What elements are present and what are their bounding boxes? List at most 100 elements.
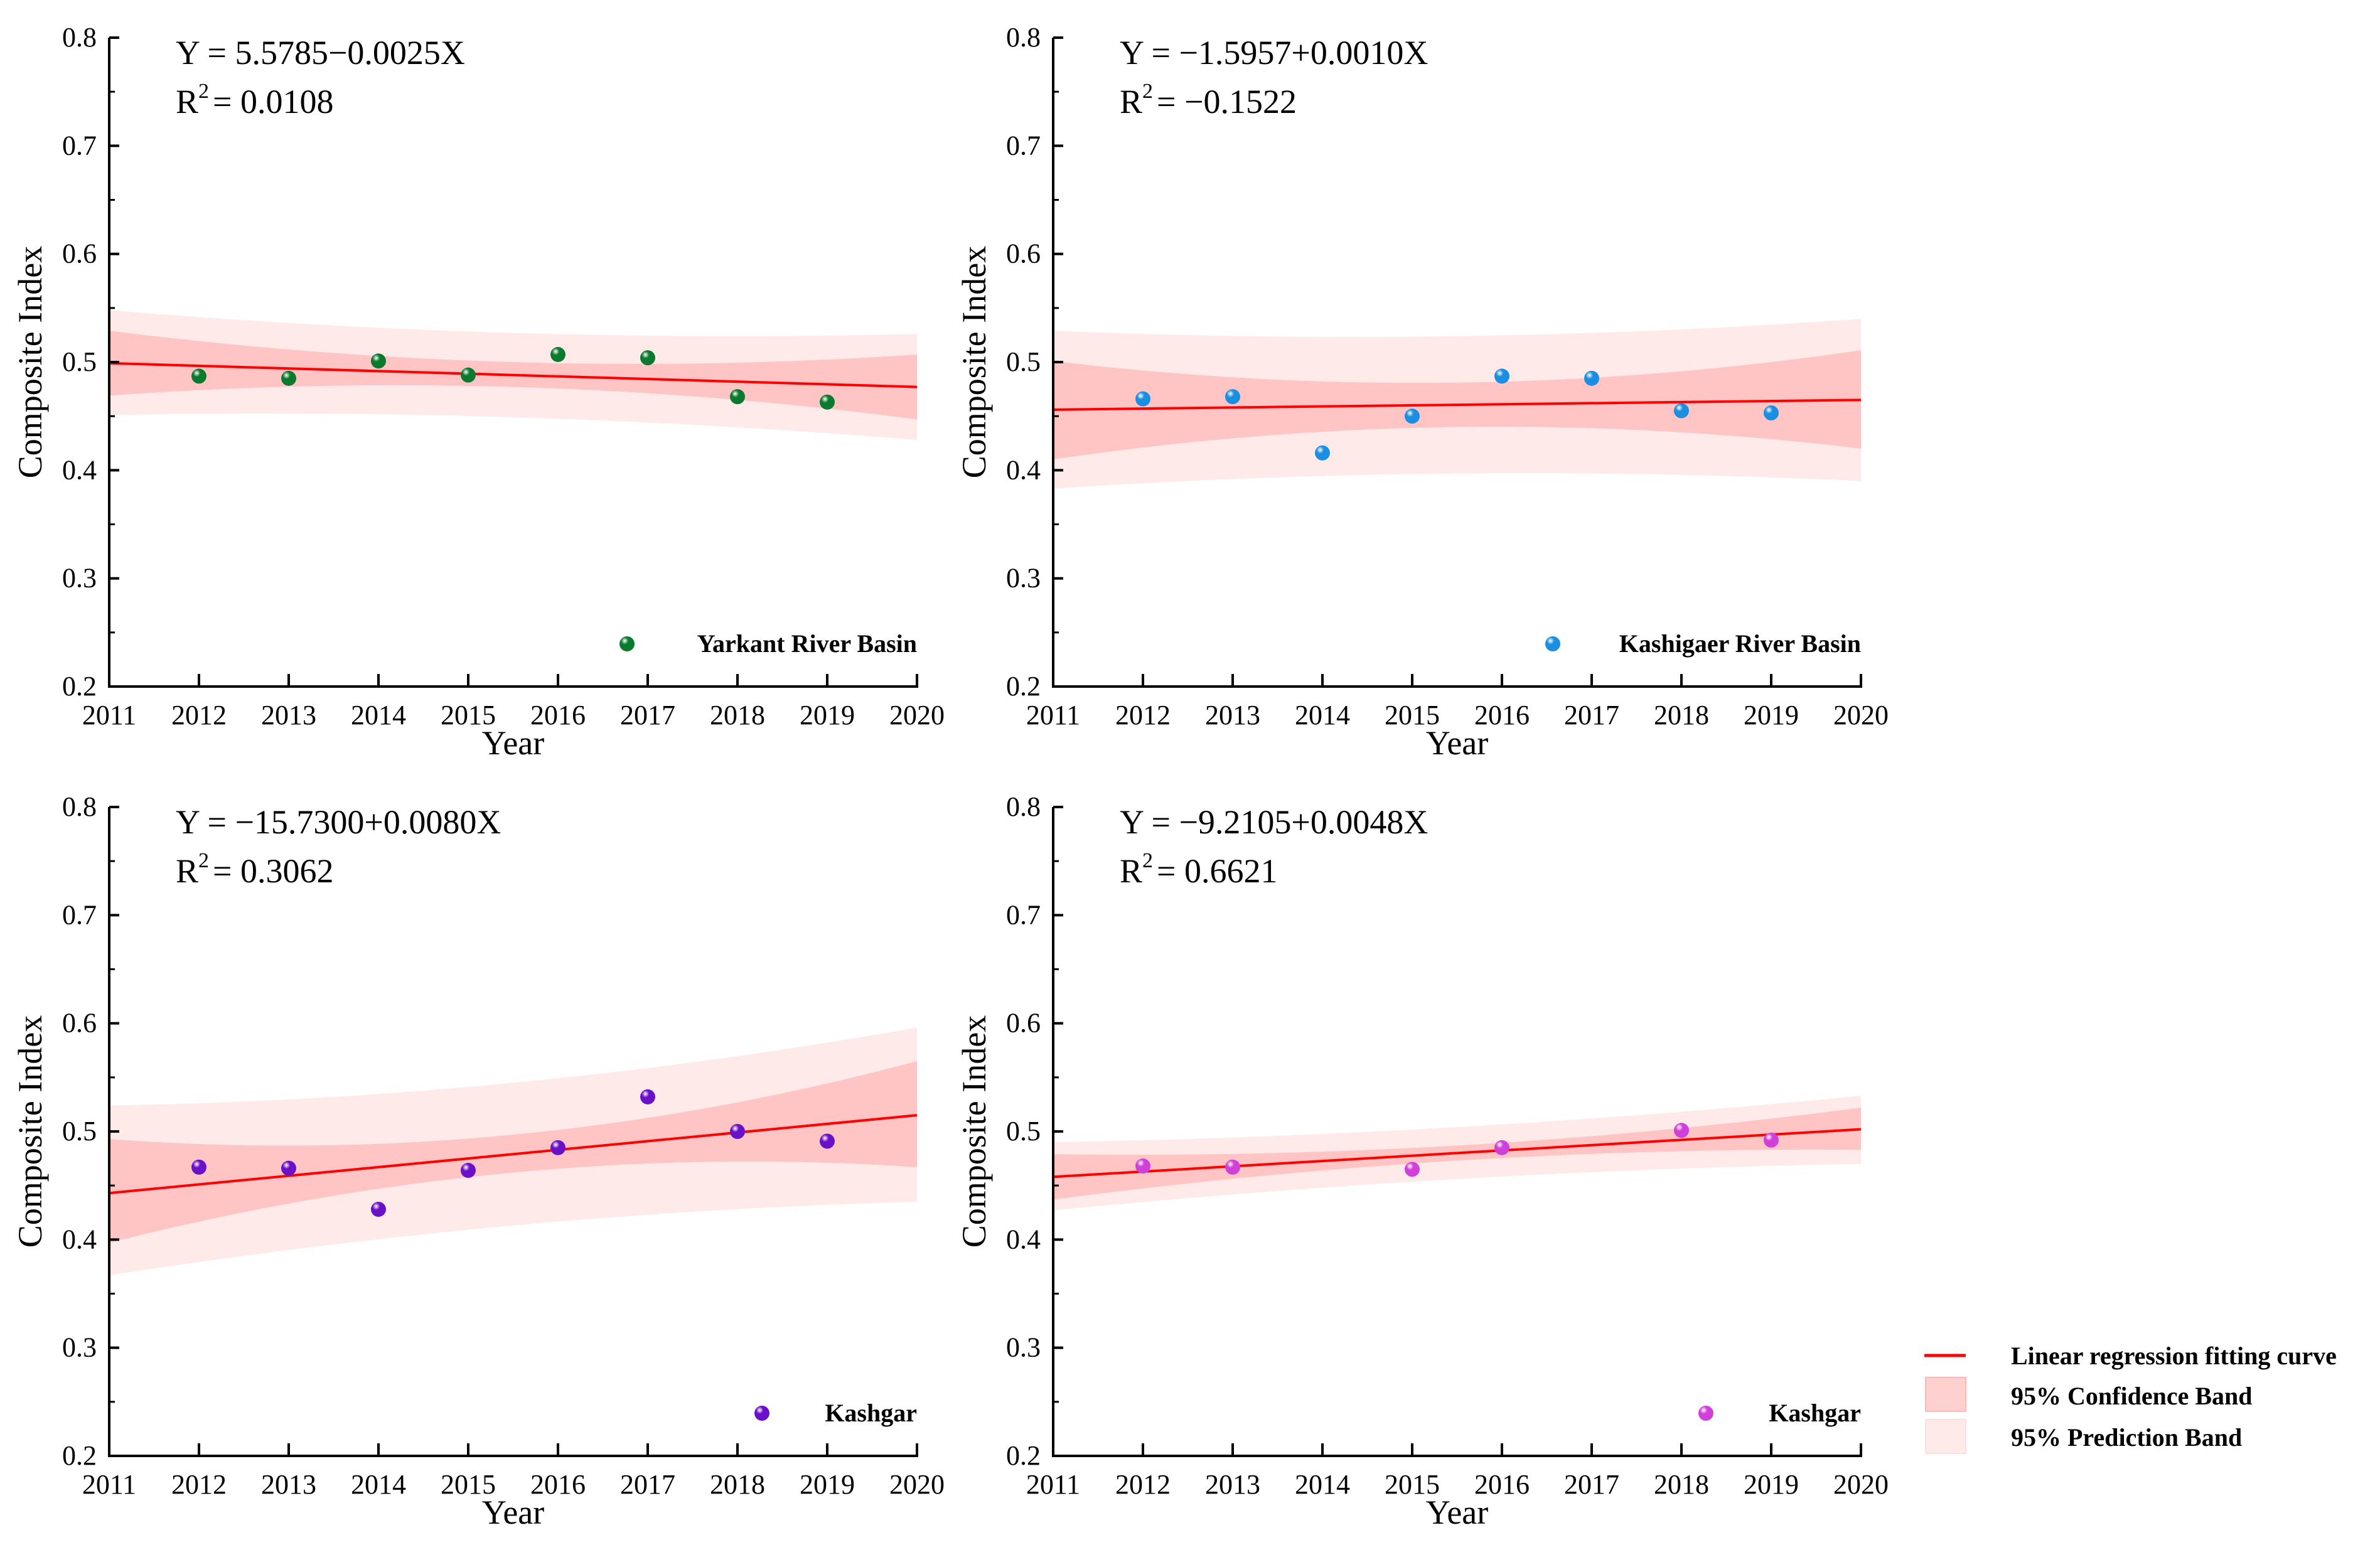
- x-axis-title: Year: [1426, 1494, 1489, 1531]
- regression-equation: Y = −15.7300+0.0080X: [176, 803, 501, 841]
- data-point: [1764, 1132, 1779, 1148]
- y-tick-label: 0.2: [1006, 1440, 1041, 1471]
- y-tick-label: 0.3: [1006, 563, 1041, 594]
- y-tick-label: 0.4: [1006, 454, 1041, 485]
- data-point: [640, 1089, 655, 1104]
- y-tick-label: 0.4: [62, 454, 97, 485]
- x-tick-label: 2015: [441, 700, 496, 730]
- regression-equation: Y = −1.5957+0.0010X: [1120, 34, 1428, 72]
- data-point: [1584, 370, 1599, 386]
- data-point: [820, 1133, 835, 1149]
- regression-equation: Y = 5.5785−0.0025X: [176, 34, 465, 72]
- x-tick-label: 2017: [1564, 700, 1619, 730]
- r-squared-superscript: 2: [1142, 849, 1153, 872]
- data-point: [281, 370, 296, 386]
- x-tick-label: 2015: [1385, 700, 1440, 730]
- y-tick-label: 0.5: [62, 346, 97, 377]
- r-squared: R2 = −0.1522: [1120, 80, 1297, 120]
- y-tick-label: 0.4: [62, 1224, 97, 1254]
- x-tick-label: 2013: [261, 700, 316, 730]
- data-point: [1494, 368, 1509, 384]
- r-squared-value: = 0.0108: [213, 83, 333, 120]
- series-legend-label: Kashgar: [1769, 1399, 1861, 1427]
- x-tick-label: 2016: [530, 1469, 586, 1500]
- x-tick-label: 2014: [351, 1469, 406, 1500]
- data-point: [371, 353, 386, 369]
- data-point: [371, 1202, 386, 1217]
- y-tick-label: 0.3: [62, 1332, 97, 1363]
- data-point: [191, 1159, 206, 1175]
- series-legend-marker: [1698, 1406, 1713, 1421]
- y-tick-label: 0.2: [1006, 671, 1041, 702]
- x-axis-title: Year: [482, 724, 545, 762]
- x-axis-title: Year: [482, 1494, 545, 1531]
- x-tick-label: 2019: [800, 1469, 855, 1500]
- legend-pred-swatch: [1925, 1419, 1966, 1454]
- data-point: [461, 1163, 476, 1179]
- data-point: [281, 1160, 296, 1176]
- regression-line: [1053, 1128, 1862, 1179]
- y-axis-title: Composite Index: [955, 246, 993, 478]
- y-tick-label: 0.4: [1006, 1224, 1041, 1254]
- x-tick-label: 2014: [351, 700, 406, 730]
- data-point: [1405, 409, 1420, 424]
- r-squared-prefix: R: [1120, 83, 1142, 120]
- y-tick-label: 0.7: [1006, 899, 1041, 930]
- x-axis-title: Year: [1426, 724, 1489, 762]
- confidence-band: [109, 1061, 917, 1243]
- r-squared-value: = 0.3062: [213, 852, 333, 890]
- x-tick-label: 2020: [1833, 700, 1889, 730]
- y-axis-title: Composite Index: [955, 1015, 993, 1248]
- data-point: [1674, 1123, 1689, 1138]
- legend-line-label: Linear regression fitting curve: [2011, 1342, 2337, 1370]
- x-tick-label: 2018: [710, 700, 765, 730]
- data-point: [461, 367, 476, 383]
- r-squared: R2 = 0.6621: [1120, 849, 1278, 890]
- y-tick-label: 0.2: [62, 1440, 97, 1471]
- y-tick-label: 0.7: [62, 899, 97, 930]
- y-tick-label: 0.6: [62, 1008, 97, 1039]
- y-axis-title: Composite Index: [11, 1015, 49, 1248]
- data-point: [1315, 445, 1330, 461]
- y-tick-label: 0.6: [62, 238, 97, 269]
- r-squared-prefix: R: [1120, 852, 1142, 890]
- x-tick-label: 2011: [82, 1469, 136, 1500]
- data-point: [820, 394, 835, 410]
- x-tick-label: 2019: [800, 700, 855, 730]
- x-tick-label: 2013: [1205, 1469, 1260, 1500]
- y-tick-label: 0.6: [1006, 1008, 1041, 1039]
- x-tick-label: 2015: [441, 1469, 496, 1500]
- x-tick-label: 2013: [261, 1469, 316, 1500]
- r-squared-superscript: 2: [1142, 80, 1153, 103]
- regression-line: [109, 1114, 918, 1195]
- x-tick-label: 2020: [1833, 1469, 1889, 1500]
- x-tick-label: 2016: [530, 700, 586, 730]
- x-tick-label: 2011: [1026, 700, 1080, 730]
- r-squared-prefix: R: [176, 83, 198, 120]
- x-tick-label: 2016: [1474, 1469, 1530, 1500]
- regression-line: [1053, 398, 1862, 411]
- y-tick-label: 0.8: [62, 791, 97, 822]
- x-tick-label: 2015: [1385, 1469, 1440, 1500]
- r-squared-superscript: 2: [198, 849, 209, 872]
- panel-4: 0.2 0.3 0.4 0.5 0.6 0.7 0.8 2011 2012 2013 2014 201…: [955, 791, 1889, 1531]
- data-point: [1674, 403, 1689, 419]
- x-tick-label: 2019: [1744, 1469, 1799, 1500]
- x-tick-label: 2018: [710, 1469, 765, 1500]
- regression-equation: Y = −9.2105+0.0048X: [1120, 803, 1428, 841]
- x-tick-label: 2020: [889, 700, 945, 730]
- data-point: [1225, 389, 1240, 405]
- series-legend-marker: [619, 636, 635, 651]
- panel-1: 0.2 0.3 0.4 0.5 0.6 0.7 0.8 2011 2012 2013 2014 201…: [11, 22, 945, 762]
- x-tick-label: 2011: [1026, 1469, 1080, 1500]
- y-tick-label: 0.7: [62, 130, 97, 161]
- data-point: [550, 1140, 566, 1155]
- y-tick-label: 0.6: [1006, 238, 1041, 269]
- r-squared-superscript: 2: [198, 80, 209, 103]
- legend-pred-label: 95% Prediction Band: [2011, 1423, 2242, 1451]
- x-tick-label: 2016: [1474, 700, 1530, 730]
- y-tick-label: 0.2: [62, 671, 97, 702]
- y-tick-label: 0.8: [1006, 791, 1041, 822]
- x-tick-label: 2012: [1115, 1469, 1171, 1500]
